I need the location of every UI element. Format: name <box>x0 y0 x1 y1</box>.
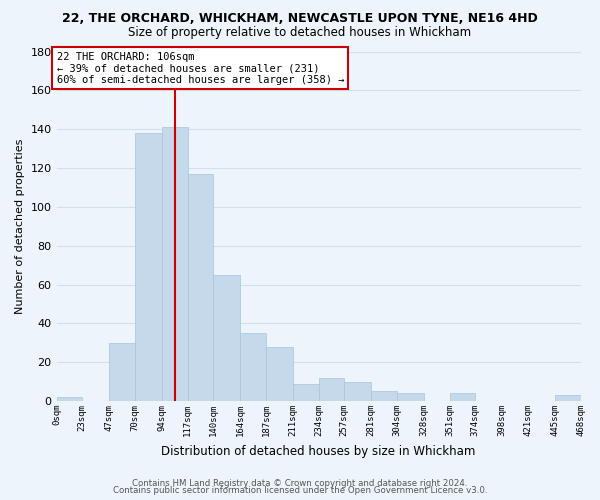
Bar <box>293 384 319 401</box>
Bar <box>135 133 162 401</box>
Text: Contains public sector information licensed under the Open Government Licence v3: Contains public sector information licen… <box>113 486 487 495</box>
Bar <box>371 392 397 401</box>
Bar <box>555 396 581 401</box>
Bar <box>344 382 371 401</box>
Text: Contains HM Land Registry data © Crown copyright and database right 2024.: Contains HM Land Registry data © Crown c… <box>132 478 468 488</box>
Text: Size of property relative to detached houses in Whickham: Size of property relative to detached ho… <box>128 26 472 39</box>
Bar <box>240 333 266 401</box>
Text: 22, THE ORCHARD, WHICKHAM, NEWCASTLE UPON TYNE, NE16 4HD: 22, THE ORCHARD, WHICKHAM, NEWCASTLE UPO… <box>62 12 538 26</box>
Text: 22 THE ORCHARD: 106sqm
← 39% of detached houses are smaller (231)
60% of semi-de: 22 THE ORCHARD: 106sqm ← 39% of detached… <box>56 52 344 84</box>
Bar <box>56 398 82 401</box>
Bar <box>188 174 213 401</box>
Y-axis label: Number of detached properties: Number of detached properties <box>15 138 25 314</box>
Bar <box>213 275 240 401</box>
Bar <box>449 394 475 401</box>
X-axis label: Distribution of detached houses by size in Whickham: Distribution of detached houses by size … <box>161 444 476 458</box>
Bar <box>162 128 188 401</box>
Bar <box>319 378 344 401</box>
Bar <box>397 394 424 401</box>
Bar <box>266 347 293 401</box>
Bar <box>109 343 135 401</box>
